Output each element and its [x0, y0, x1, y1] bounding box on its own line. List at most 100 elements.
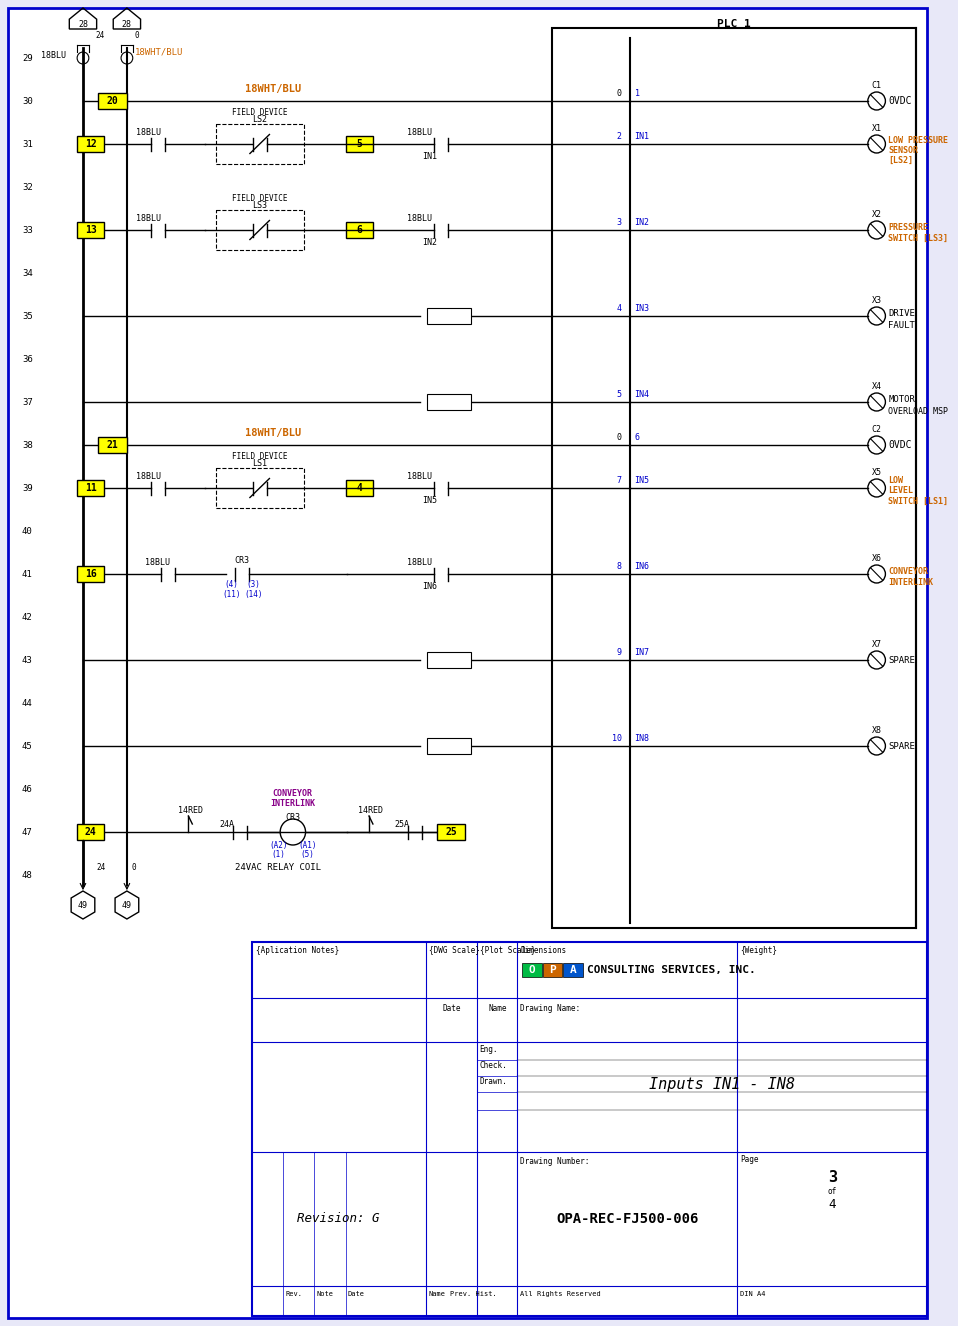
Text: 30: 30 — [22, 97, 33, 106]
Text: 41: 41 — [22, 569, 33, 578]
Text: X8: X8 — [872, 727, 881, 735]
Text: C2: C2 — [872, 426, 881, 434]
Text: IN6: IN6 — [422, 582, 437, 590]
Text: Dimensions: Dimensions — [520, 945, 566, 955]
Text: 3: 3 — [828, 1171, 836, 1185]
Text: OPA-REC-FJ500-006: OPA-REC-FJ500-006 — [556, 1212, 698, 1227]
Text: 18BLU: 18BLU — [407, 213, 432, 223]
Text: 18BLU: 18BLU — [407, 127, 432, 137]
Bar — [427, 394, 471, 410]
Text: (11): (11) — [222, 590, 240, 598]
Bar — [216, 125, 304, 164]
Text: X6: X6 — [872, 554, 881, 564]
Text: 8: 8 — [617, 561, 622, 570]
Text: 36: 36 — [22, 354, 33, 363]
Text: 49: 49 — [78, 900, 88, 910]
Text: 5: 5 — [617, 390, 622, 399]
Text: Check.: Check. — [479, 1062, 507, 1070]
Text: Name: Name — [489, 1004, 507, 1013]
Text: 32: 32 — [22, 183, 33, 191]
Text: 2: 2 — [617, 131, 622, 141]
Text: 28: 28 — [78, 20, 88, 29]
Bar — [427, 308, 471, 324]
Text: LOW: LOW — [888, 476, 903, 484]
Text: 31: 31 — [22, 139, 33, 149]
Text: 14RED: 14RED — [178, 805, 203, 814]
Text: IN8: IN8 — [634, 733, 650, 743]
Text: SPARE: SPARE — [888, 655, 915, 664]
Text: 39: 39 — [22, 484, 33, 492]
Bar — [216, 468, 304, 508]
Text: 1: 1 — [634, 89, 640, 98]
Text: IN7: IN7 — [634, 647, 650, 656]
Text: IN2: IN2 — [422, 237, 437, 247]
Text: IN6: IN6 — [634, 561, 650, 570]
Bar — [78, 480, 104, 496]
Bar — [78, 823, 104, 839]
Text: 10: 10 — [612, 733, 622, 743]
Text: (4): (4) — [224, 579, 239, 589]
Text: X1: X1 — [872, 125, 881, 133]
Text: 24: 24 — [85, 827, 97, 837]
Text: SPARE: SPARE — [888, 741, 915, 751]
Text: IN4: IN4 — [634, 390, 650, 399]
Text: (1): (1) — [271, 850, 285, 858]
Text: 5: 5 — [356, 139, 362, 149]
Text: {Aplication Notes}: {Aplication Notes} — [256, 945, 339, 955]
Text: 20: 20 — [106, 95, 118, 106]
Text: 9: 9 — [617, 647, 622, 656]
Text: A: A — [570, 965, 577, 975]
Text: 0: 0 — [617, 432, 622, 442]
Text: LEVEL: LEVEL — [888, 485, 913, 495]
Text: 46: 46 — [22, 785, 33, 793]
Text: SENSOR: SENSOR — [888, 146, 919, 155]
Text: 14RED: 14RED — [358, 805, 383, 814]
Text: PRESSURE: PRESSURE — [888, 223, 928, 232]
Text: 18BLU: 18BLU — [136, 213, 161, 223]
Text: INTERLINK: INTERLINK — [888, 578, 933, 586]
Text: FAULT: FAULT — [888, 321, 915, 329]
Text: 45: 45 — [22, 741, 33, 751]
Text: DIN A4: DIN A4 — [740, 1292, 765, 1297]
Text: 16: 16 — [85, 569, 97, 579]
Text: IN5: IN5 — [634, 476, 650, 484]
Text: 0VDC: 0VDC — [888, 95, 912, 106]
Text: 49: 49 — [122, 900, 132, 910]
Text: IN3: IN3 — [634, 304, 650, 313]
Text: Date: Date — [348, 1292, 365, 1297]
Text: 12: 12 — [85, 139, 97, 149]
Text: (14): (14) — [244, 590, 263, 598]
Text: INTERLINK: INTERLINK — [270, 798, 315, 808]
Text: Name: Name — [428, 1292, 445, 1297]
Text: 42: 42 — [22, 613, 33, 622]
Text: 18WHT/BLU: 18WHT/BLU — [245, 84, 302, 94]
Text: 3: 3 — [617, 217, 622, 227]
Text: 18BLU: 18BLU — [407, 557, 432, 566]
Text: IN5: IN5 — [422, 496, 437, 504]
Bar — [78, 137, 104, 152]
Text: 43: 43 — [22, 655, 33, 664]
Bar — [438, 823, 465, 839]
Text: 40: 40 — [22, 526, 33, 536]
Text: Eng.: Eng. — [479, 1045, 498, 1054]
Text: PLC 1: PLC 1 — [717, 19, 750, 29]
Text: Drawing Name:: Drawing Name: — [520, 1004, 581, 1013]
Text: X4: X4 — [872, 382, 881, 391]
Bar — [427, 652, 471, 668]
Text: 33: 33 — [22, 225, 33, 235]
Bar — [522, 963, 542, 977]
Text: 0: 0 — [132, 862, 136, 871]
Text: 18BLU: 18BLU — [136, 472, 161, 480]
Text: (A2): (A2) — [269, 841, 287, 850]
Text: 48: 48 — [22, 870, 33, 879]
Text: 25: 25 — [445, 827, 457, 837]
Text: 11: 11 — [85, 483, 97, 493]
Text: 18WHT/BLU: 18WHT/BLU — [245, 428, 302, 438]
Text: X7: X7 — [872, 640, 881, 648]
Bar — [563, 963, 582, 977]
Text: of: of — [828, 1188, 837, 1196]
Text: 24A: 24A — [219, 819, 234, 829]
Text: FIELD DEVICE: FIELD DEVICE — [232, 107, 287, 117]
Text: 18BLU: 18BLU — [145, 557, 170, 566]
Bar — [346, 137, 373, 152]
